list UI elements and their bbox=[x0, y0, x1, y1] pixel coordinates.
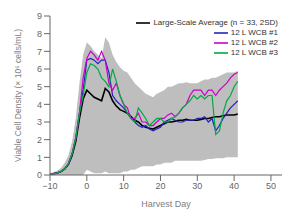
html-text:12 L WCB #3: 12 L WCB #3 bbox=[230, 48, 278, 57]
svg-text:7: 7 bbox=[37, 47, 42, 57]
svg-text:1: 1 bbox=[37, 153, 42, 163]
svg-text:40: 40 bbox=[229, 181, 239, 191]
svg-text:30: 30 bbox=[192, 181, 202, 191]
svg-text:6: 6 bbox=[37, 64, 42, 74]
svg-text:Viable Cell Density (× 10⁶ cel: Viable Cell Density (× 10⁶ cells/mL) bbox=[13, 29, 23, 162]
html-text:12 L WCB #2: 12 L WCB #2 bbox=[230, 38, 278, 47]
svg-text:2: 2 bbox=[37, 135, 42, 145]
html-text:12 L WCB #1: 12 L WCB #1 bbox=[230, 28, 278, 37]
svg-text:50: 50 bbox=[266, 181, 276, 191]
svg-text:−10: −10 bbox=[42, 181, 57, 191]
svg-text:10: 10 bbox=[119, 181, 129, 191]
svg-text:9: 9 bbox=[37, 11, 42, 21]
svg-text:8: 8 bbox=[37, 29, 42, 39]
svg-text:0: 0 bbox=[37, 170, 42, 180]
svg-text:0: 0 bbox=[84, 181, 89, 191]
html-text:Large-Scale Average (n = 33, 2: Large-Scale Average (n = 33, 2SD) bbox=[153, 18, 278, 27]
svg-text:4: 4 bbox=[37, 100, 42, 110]
svg-text:5: 5 bbox=[37, 82, 42, 92]
svg-text:Harvest Day: Harvest Day bbox=[141, 199, 191, 209]
svg-text:3: 3 bbox=[37, 117, 42, 127]
svg-text:20: 20 bbox=[155, 181, 165, 191]
